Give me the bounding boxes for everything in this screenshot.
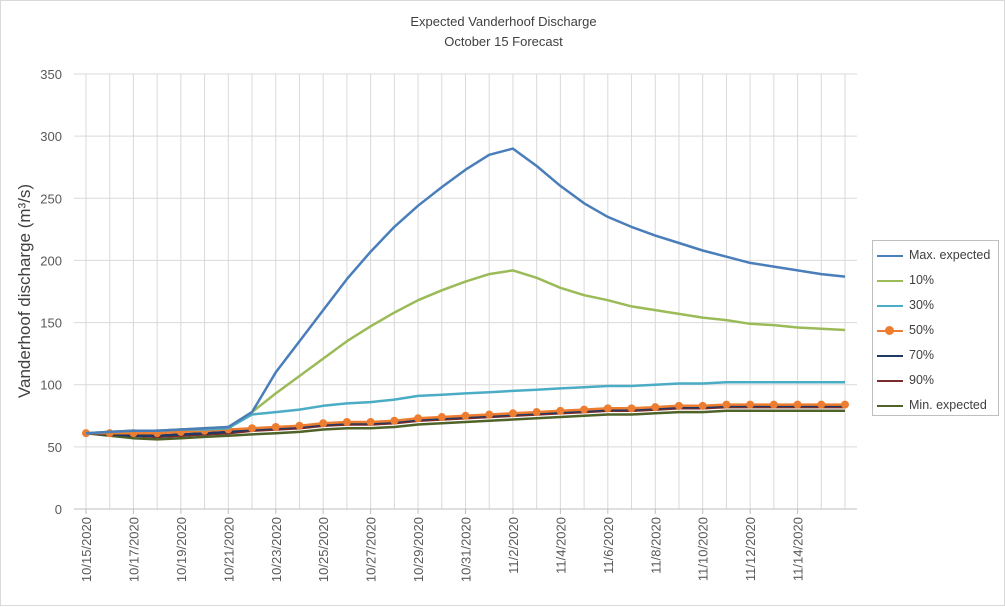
y-tick-label: 350: [40, 67, 62, 82]
x-tick-label: 10/27/2020: [364, 517, 379, 582]
y-tick-label: 200: [40, 253, 62, 268]
point-50: [841, 400, 849, 409]
x-tick-label: 10/29/2020: [411, 517, 426, 582]
x-tick-label: 11/10/2020: [696, 517, 711, 581]
point-50: [651, 403, 660, 412]
point-50: [248, 424, 257, 433]
series-lines: [82, 147, 849, 441]
legend-item-30: 30%: [873, 295, 998, 315]
x-tick-label: 11/6/2020: [601, 517, 616, 574]
legend-swatch: [877, 255, 903, 257]
legend-swatch: [877, 380, 903, 382]
y-tick-label: 150: [40, 316, 62, 331]
point-50: [793, 400, 802, 409]
legend-label: 10%: [909, 273, 935, 287]
point-50: [366, 418, 375, 426]
x-tick-label: 10/31/2020: [459, 517, 474, 582]
x-tick-label: 10/19/2020: [174, 517, 189, 582]
point-50: [746, 400, 755, 409]
y-tick-label: 0: [55, 502, 62, 517]
point-50: [627, 404, 636, 413]
chart-title: Expected Vanderhoof Discharge: [410, 14, 597, 29]
legend-label: 30%: [909, 298, 935, 312]
point-50: [698, 401, 707, 410]
x-tick-label: 10/21/2020: [221, 517, 236, 582]
legend-item-70: 70%: [873, 345, 998, 365]
series-line-min-expected: [85, 409, 845, 441]
x-tick-label: 11/8/2020: [648, 517, 663, 574]
point-50: [461, 411, 470, 420]
series-line-30: [85, 380, 845, 435]
point-50: [769, 400, 778, 409]
y-tick-label: 250: [40, 191, 62, 206]
legend-swatch: [877, 355, 903, 357]
legend-label: 50%: [909, 323, 935, 337]
legend-item-max-expected: Max. expected: [873, 245, 998, 265]
x-tick-label: 11/14/2020: [791, 517, 806, 581]
point-50: [722, 400, 731, 409]
point-50: [414, 414, 423, 423]
y-tick-label: 300: [40, 129, 62, 144]
legend-item-50: 50%: [873, 320, 998, 340]
legend-swatch: [877, 305, 903, 307]
gridlines: [74, 73, 857, 510]
x-tick-label: 11/2/2020: [506, 517, 521, 574]
axes: 0 50 100 150 200 250 300 350 10/15/2020 10/17/202…: [40, 67, 857, 582]
x-tick-label: 10/25/2020: [316, 517, 331, 582]
point-50: [485, 410, 494, 419]
point-50: [674, 401, 683, 410]
point-50: [295, 421, 304, 430]
point-50: [319, 419, 328, 428]
legend-label: Max. expected: [909, 248, 991, 262]
point-50: [580, 405, 589, 414]
point-50: [556, 406, 565, 415]
point-50: [508, 409, 517, 418]
point-50: [437, 413, 446, 422]
legend-swatch: [877, 405, 903, 407]
x-tick-label: 11/12/2020: [743, 517, 758, 581]
legend-item-90: 90%: [873, 370, 998, 390]
legend-label: 70%: [909, 348, 935, 362]
point-50: [532, 408, 541, 417]
legend-label: Min. expected: [909, 398, 987, 412]
point-50: [390, 416, 399, 425]
y-tick-label: 100: [40, 378, 62, 393]
x-tick-label: 10/15/2020: [79, 517, 94, 582]
point-50: [342, 418, 351, 426]
legend-marker: [885, 326, 894, 335]
x-tick-label: 11/4/2020: [553, 517, 568, 574]
point-50: [271, 422, 280, 431]
point-50: [603, 404, 612, 413]
legend-label: 90%: [909, 373, 935, 387]
x-tick-label: 10/17/2020: [126, 517, 141, 582]
y-axis-label: Vanderhoof discharge (m³/s): [15, 184, 34, 398]
legend-swatch: [877, 280, 903, 282]
x-tick-label: 10/23/2020: [269, 517, 284, 582]
legend-item-10: 10%: [873, 270, 998, 290]
chart-subtitle: October 15 Forecast: [444, 34, 563, 49]
legend: Max. expected 10% 30% 50% 70% 90% Min. expecte…: [872, 240, 999, 416]
y-tick-label: 50: [48, 440, 62, 455]
point-50: [817, 400, 826, 409]
legend-item-min-expected: Min. expected: [873, 395, 998, 415]
series-line-max-expected: [85, 147, 846, 435]
